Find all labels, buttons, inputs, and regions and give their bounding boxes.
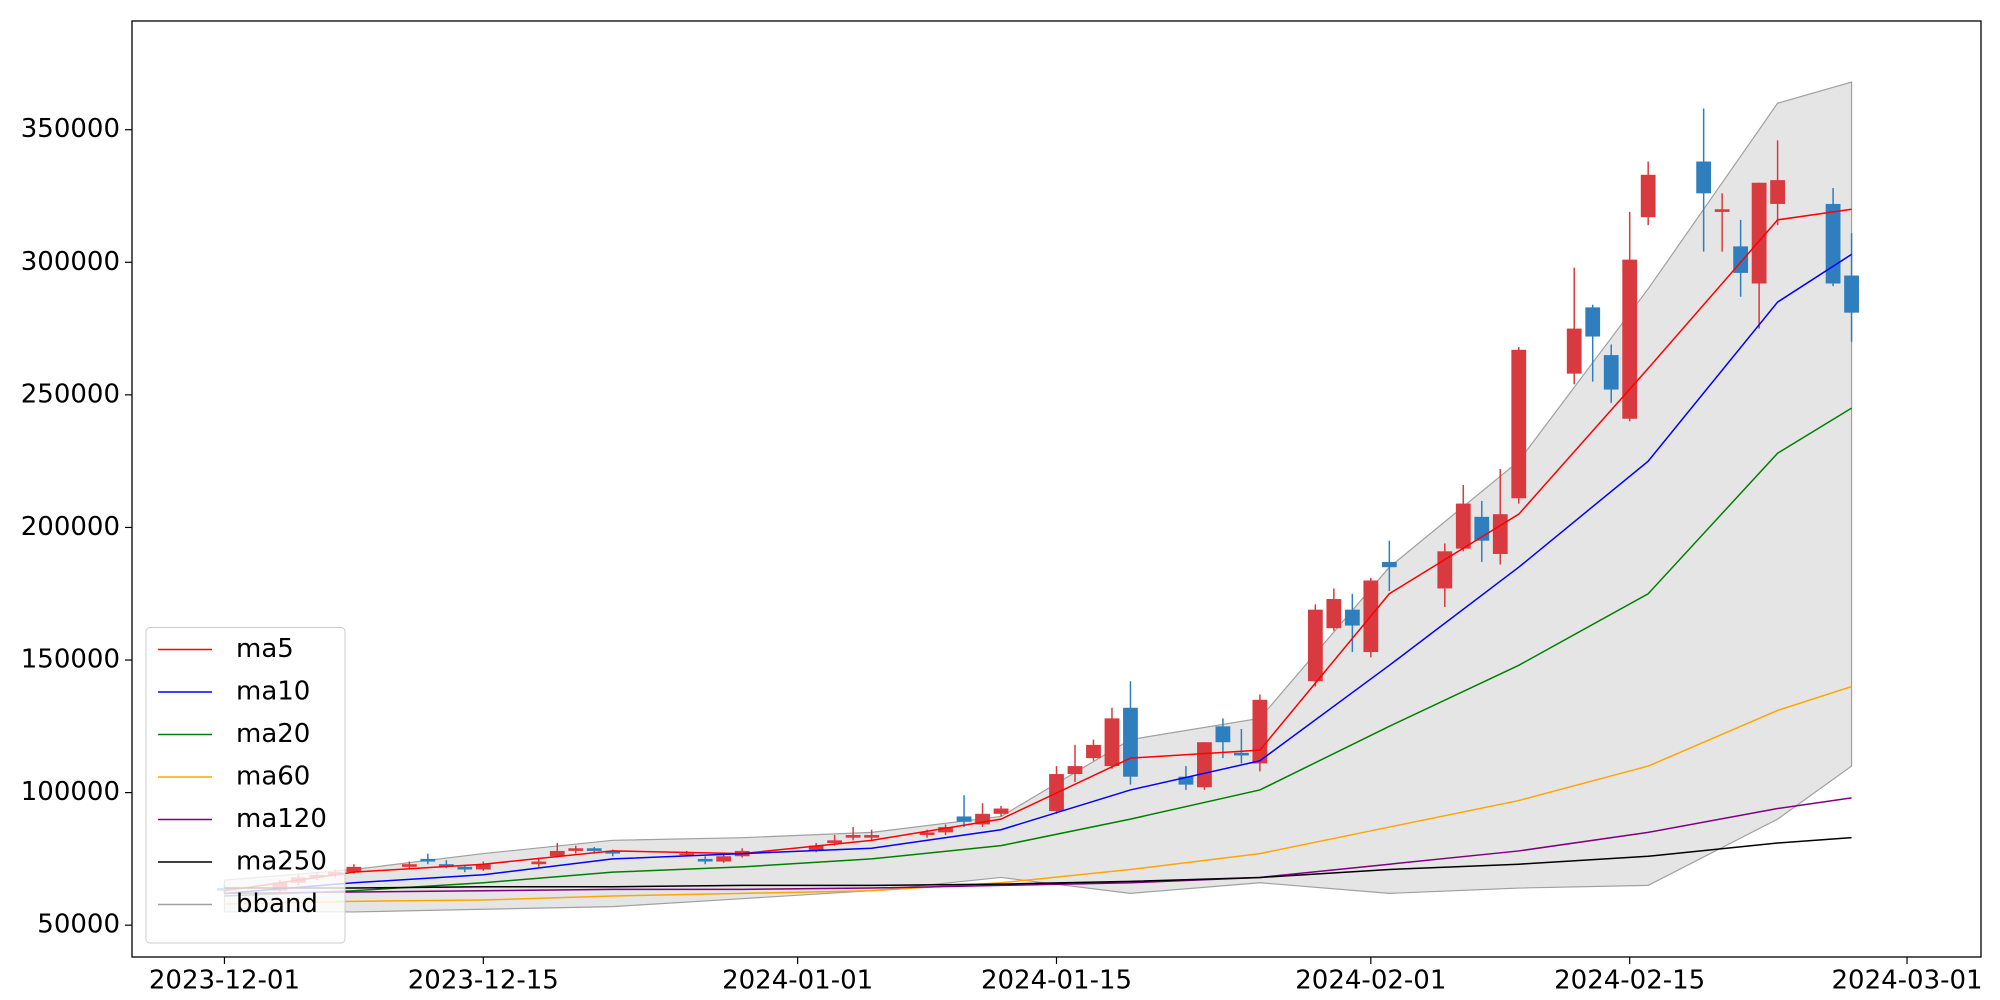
ma-line [224, 797, 1852, 895]
x-tick-label: 2024-01-01 [722, 966, 873, 996]
x-tick-label: 2024-02-01 [1295, 966, 1446, 996]
candle-body [531, 861, 547, 865]
candle-body [1344, 609, 1360, 626]
candle-body [1696, 161, 1712, 194]
candle-body [1104, 718, 1120, 767]
ma-line [224, 208, 1852, 892]
ma-line [224, 836, 1852, 889]
candle-body [1511, 349, 1527, 499]
candle-body [1234, 752, 1249, 756]
legend-box [145, 627, 346, 944]
y-tick-label: 200000 [21, 512, 120, 542]
candle-body [586, 848, 602, 851]
candle-body [808, 845, 824, 851]
x-tick-label: 2024-02-15 [1554, 966, 1705, 996]
legend-label: ma5 [236, 634, 294, 664]
y-tick-label: 150000 [21, 645, 120, 675]
candle-body [716, 856, 732, 862]
ma-line [224, 407, 1852, 897]
legend-label: ma60 [236, 762, 310, 792]
candle-body [827, 840, 843, 843]
ma-line [224, 685, 1852, 905]
x-tick-label: 2024-03-01 [1831, 966, 1982, 996]
legend-label: bband [236, 889, 318, 919]
candle-body [1123, 707, 1138, 777]
candle-body [1307, 609, 1323, 682]
candle-body [438, 864, 454, 867]
y-tick-label: 350000 [21, 114, 120, 144]
candle-body [1437, 551, 1453, 589]
y-tick-label: 100000 [21, 777, 120, 807]
candle-body [1197, 742, 1212, 788]
candle-body [975, 813, 990, 825]
candle-body [1603, 355, 1619, 390]
candle-body [1714, 209, 1730, 212]
candle-body [864, 835, 879, 838]
y-tick-label: 300000 [21, 247, 120, 277]
candle-body [605, 850, 621, 854]
x-tick-label: 2023-12-15 [408, 966, 559, 996]
candle-body [1252, 699, 1268, 764]
candle-body [845, 835, 861, 838]
candle-body [1825, 203, 1841, 284]
candle-body [1770, 180, 1786, 204]
candle-body [420, 858, 436, 862]
candle-body [1455, 503, 1471, 549]
candle-body [1178, 776, 1194, 785]
y-tick-label: 250000 [21, 379, 120, 409]
candle-body [1215, 726, 1231, 743]
plot-area [217, 81, 1859, 913]
candle-body [938, 827, 953, 833]
candle-body [475, 864, 491, 870]
candle-body [568, 848, 584, 851]
legend-label: ma120 [236, 804, 327, 834]
candle-body [1067, 766, 1083, 775]
candle-body [1844, 275, 1859, 313]
x-tick-label: 2023-12-01 [149, 966, 300, 996]
candle-body [919, 832, 935, 836]
candle-body [679, 853, 695, 856]
candle-body [1492, 514, 1508, 554]
legend-label: ma250 [236, 847, 327, 877]
candle-body [993, 808, 1009, 814]
candle-body [1622, 259, 1638, 419]
bband-fill [223, 81, 1853, 913]
candle-body [1381, 561, 1397, 568]
x-tick-label: 2024-01-15 [981, 966, 1132, 996]
candle-body [1640, 174, 1656, 218]
candle-body [1585, 307, 1601, 337]
legend: ma5 ma10 ma20 ma60 ma120 ma250 bband [145, 627, 346, 944]
candle-body [346, 866, 362, 873]
candle-body [697, 858, 713, 862]
candle-body [549, 850, 565, 857]
y-tick-label: 50000 [37, 910, 120, 940]
candle-body [1086, 744, 1101, 759]
candle-body [956, 816, 972, 822]
candle-body [1566, 328, 1582, 374]
legend-label: ma20 [236, 719, 310, 749]
candle-body [1326, 599, 1342, 629]
candle-body [401, 864, 417, 867]
candle-body [1751, 182, 1767, 284]
candle-body [457, 866, 473, 870]
ma-line [224, 253, 1852, 895]
legend-label: ma10 [236, 677, 310, 707]
